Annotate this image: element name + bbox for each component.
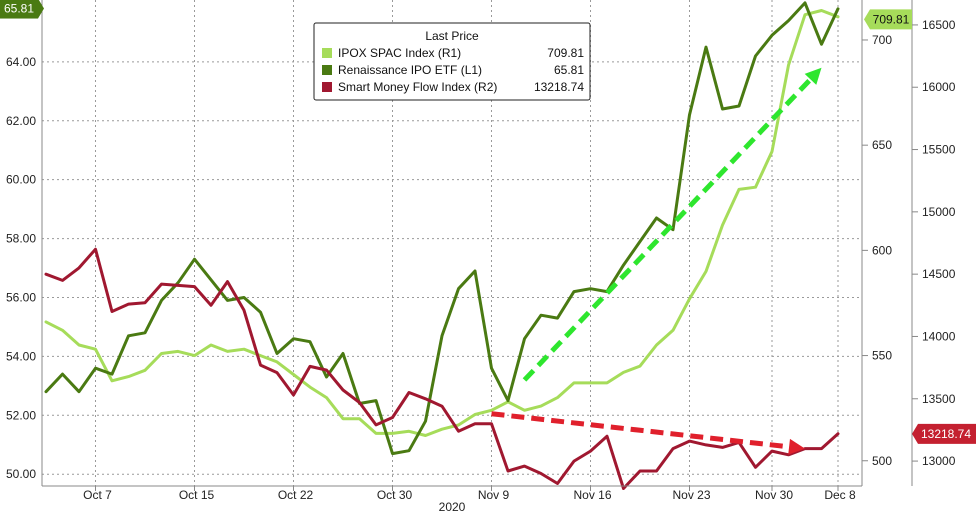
y-left-tick-label: 54.00 (6, 349, 36, 363)
x-tick-label: Oct 22 (278, 488, 314, 502)
x-tick-label: Dec 8 (824, 488, 856, 502)
y-right2-tick-label: 15000 (922, 205, 956, 219)
right2-last-value-tag (912, 423, 976, 444)
y-right2-tick-label: 13500 (922, 392, 956, 406)
x-tick-label: Oct 15 (179, 488, 215, 502)
y-left-tick-label: 60.00 (6, 173, 36, 187)
legend-box (313, 22, 591, 101)
y-right1-tick-label: 700 (872, 33, 892, 47)
y-right1-tick-label: 550 (872, 349, 892, 363)
smart-money-flow-index-line (44, 247, 840, 490)
y-left-tick-label: 56.00 (6, 290, 36, 304)
y-right2-tick-label: 16500 (922, 18, 956, 32)
annotation-layer (491, 67, 822, 455)
right1-last-value-text: 709.81 (873, 12, 910, 26)
right2-last-value-text: 13218.74 (921, 427, 971, 441)
left-last-value-text: 65.81 (4, 2, 34, 16)
renaissance-ipo-etf-line (44, 1, 840, 456)
legend-label: Smart Money Flow Index (R2) (338, 80, 497, 94)
y-right1-tick-label: 600 (872, 243, 892, 257)
y-left-tick-label: 64.00 (6, 55, 36, 69)
y-left-tick-label: 52.00 (6, 408, 36, 422)
red-trend-arrow-shaft (491, 411, 790, 450)
legend-swatch (322, 65, 332, 75)
left-last-value-tag-pointer (38, 0, 44, 19)
x-tick-label: Oct 30 (377, 488, 413, 502)
x-tick-label: Oct 7 (83, 488, 112, 502)
legend: Last Price IPOX SPAC Index (R1) 709.81 Ren… (313, 22, 591, 101)
y-right2-tick-label: 15500 (922, 143, 956, 157)
tag-layer: 65.81 709.81 13218.74 (0, 0, 976, 444)
y-right2-tick-label: 14000 (922, 329, 956, 343)
x-tick-label: Nov 16 (573, 488, 611, 502)
axis-layer: 2020 50.00 52.00 54.00 56.00 58.00 60.00 62.00… (6, 0, 956, 514)
green-trend-arrow-head (804, 67, 822, 85)
right1-last-value-tag (864, 9, 912, 30)
y-right1-tick-label: 500 (872, 454, 892, 468)
series-layer (44, 1, 840, 490)
y-right1-tick-label: 650 (872, 138, 892, 152)
y-left-tick-label: 58.00 (6, 232, 36, 246)
legend-swatch (322, 48, 332, 58)
legend-title: Last Price (425, 29, 479, 43)
y-right2-tick-label: 13000 (922, 454, 956, 468)
legend-value: 709.81 (547, 46, 584, 60)
red-trend-arrow-head (788, 438, 805, 455)
green-trend-arrow-shaft (522, 77, 813, 382)
x-tick-label: Nov 30 (755, 488, 793, 502)
x-tick-label: Nov 9 (478, 488, 510, 502)
legend-label: Renaissance IPO ETF (L1) (338, 63, 482, 77)
y-right2-tick-label: 14500 (922, 267, 956, 281)
left-last-value-tag (0, 0, 38, 19)
x-axis-label: 2020 (439, 500, 466, 514)
legend-swatch (322, 82, 332, 92)
legend-label: IPOX SPAC Index (R1) (338, 46, 461, 60)
y-right2-tick-label: 16000 (922, 80, 956, 94)
x-tick-label: Nov 23 (672, 488, 710, 502)
y-left-tick-label: 50.00 (6, 467, 36, 481)
y-left-tick-label: 62.00 (6, 114, 36, 128)
ipox-spac-index-line (44, 9, 840, 437)
legend-value: 65.81 (554, 63, 584, 77)
legend-value: 13218.74 (534, 80, 584, 94)
